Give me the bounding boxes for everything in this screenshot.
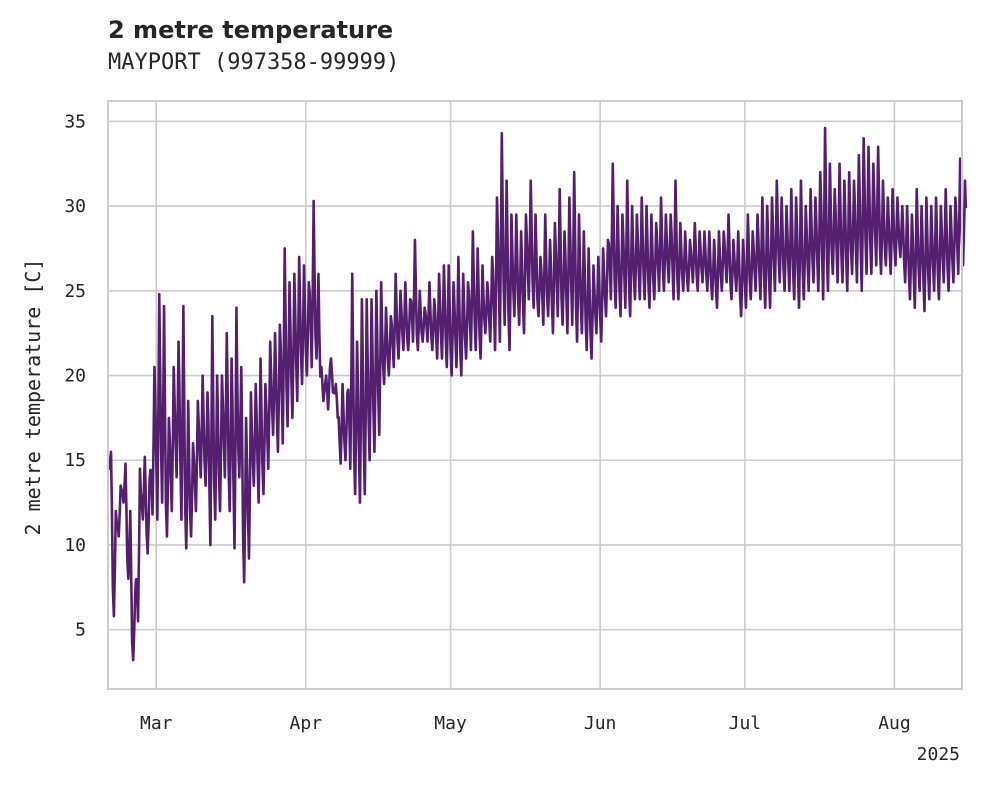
x-tick-label: Jul bbox=[729, 713, 762, 734]
x-tick-label: Apr bbox=[290, 713, 323, 734]
y-tick-label: 5 bbox=[75, 620, 86, 641]
y-tick-label: 30 bbox=[64, 196, 86, 217]
y-tick-label: 20 bbox=[64, 366, 86, 387]
x-tick-label: May bbox=[434, 713, 467, 734]
y-tick-label: 10 bbox=[64, 535, 86, 556]
tick-layer: 5 10 15 20 25 30 35 Mar Apr May Jun Jul Aug bbox=[64, 111, 910, 734]
x-tick-label: Aug bbox=[878, 713, 911, 734]
plot-frame bbox=[107, 100, 963, 690]
y-axis-label: 2 metre temperature [C] bbox=[21, 259, 45, 536]
y-tick-label: 25 bbox=[64, 281, 86, 302]
temperature-series-line bbox=[106, 126, 968, 662]
y-tick-label: 35 bbox=[64, 111, 86, 132]
x-tick-label: Jun bbox=[584, 713, 617, 734]
chart-subtitle: MAYPORT (997358-99999) bbox=[108, 50, 400, 75]
x-tick-label: Mar bbox=[140, 713, 173, 734]
chart-title: 2 metre temperature bbox=[108, 16, 394, 44]
y-tick-label: 15 bbox=[64, 450, 86, 471]
data-layer bbox=[106, 126, 968, 662]
x-axis-offset-label: 2025 bbox=[917, 744, 960, 765]
